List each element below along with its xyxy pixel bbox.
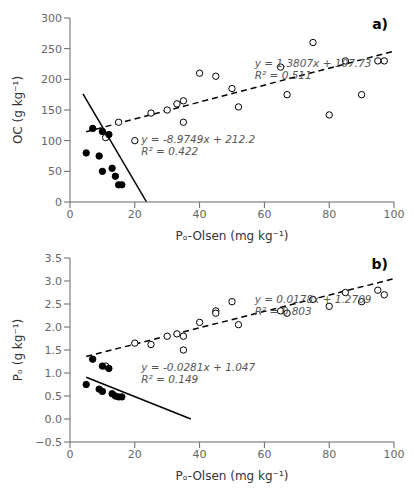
svg-text:100: 100 (384, 448, 405, 461)
svg-text:y = -0.0281x + 1.047R² = 0.149: y = -0.0281x + 1.047R² = 0.149 (140, 361, 255, 385)
svg-text:2.5: 2.5 (45, 298, 63, 311)
svg-text:250: 250 (41, 43, 62, 56)
svg-text:40: 40 (193, 448, 207, 461)
svg-text:20: 20 (128, 208, 142, 221)
svg-text:60: 60 (257, 208, 271, 221)
svg-text:y = 1.3807x + 107.73R² = 0.511: y = 1.3807x + 107.73R² = 0.511 (254, 57, 372, 81)
svg-text:200: 200 (41, 73, 62, 86)
svg-text:2.0: 2.0 (45, 321, 63, 334)
html-text:b): b) (371, 256, 388, 272)
svg-text:Pₒ-Olsen (mg kg⁻¹): Pₒ-Olsen (mg kg⁻¹) (176, 229, 289, 243)
svg-text:20: 20 (128, 448, 142, 461)
svg-text:y = -8.9749x + 212.2R² = 0.422: y = -8.9749x + 212.2R² = 0.422 (140, 133, 255, 157)
svg-text:y = 0.0178x + 1.2709R² = 0.803: y = 0.0178x + 1.2709R² = 0.803 (254, 293, 372, 317)
svg-text:0.5: 0.5 (45, 390, 63, 403)
svg-text:80: 80 (322, 448, 336, 461)
svg-text:100: 100 (384, 208, 405, 221)
svg-text:1.5: 1.5 (45, 344, 63, 357)
svg-text:50: 50 (48, 165, 62, 178)
svg-text:0: 0 (67, 448, 74, 461)
svg-text:0: 0 (67, 208, 74, 221)
svg-text:300: 300 (41, 12, 62, 25)
html-text:a): a) (372, 16, 388, 32)
svg-text:OC (g kg⁻¹): OC (g kg⁻¹) (11, 76, 25, 144)
svg-text:Pₒ (g kg⁻¹): Pₒ (g kg⁻¹) (11, 319, 25, 382)
svg-text:−0.5: −0.5 (35, 436, 62, 449)
svg-text:100: 100 (41, 135, 62, 148)
svg-text:3.5: 3.5 (45, 252, 63, 265)
svg-text:40: 40 (193, 208, 207, 221)
svg-text:60: 60 (257, 448, 271, 461)
svg-text:1.0: 1.0 (45, 367, 63, 380)
svg-text:Pₒ-Olsen (mg kg⁻¹): Pₒ-Olsen (mg kg⁻¹) (176, 469, 289, 483)
svg-text:0: 0 (55, 196, 62, 209)
svg-text:3.0: 3.0 (45, 275, 63, 288)
svg-text:80: 80 (322, 208, 336, 221)
svg-text:150: 150 (41, 104, 62, 117)
svg-text:0.0: 0.0 (45, 413, 63, 426)
